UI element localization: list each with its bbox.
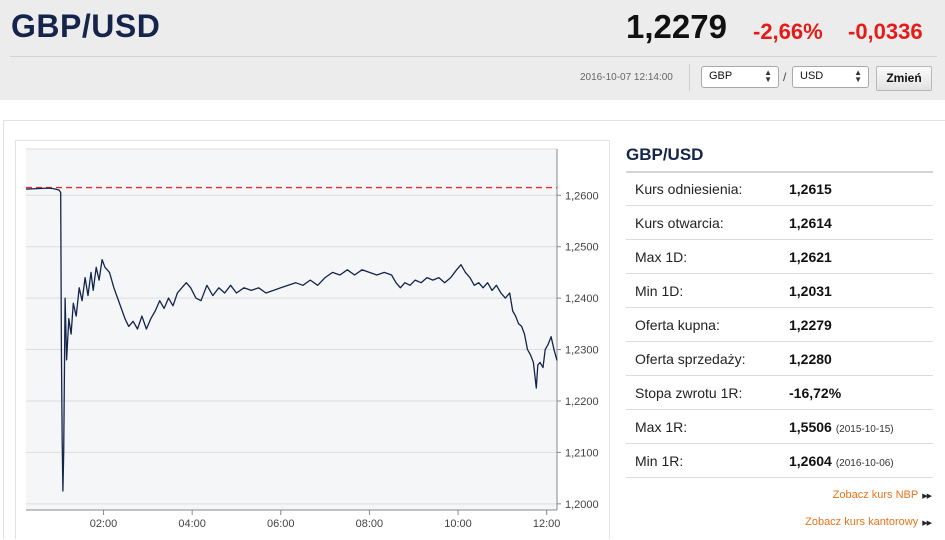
stats-value: 1,2280 xyxy=(789,351,832,367)
stats-title-rule xyxy=(626,171,933,173)
stats-row: Oferta sprzedaży: 1,2280 xyxy=(626,342,933,376)
stats-label: Oferta sprzedaży: xyxy=(635,351,746,367)
chart-container: 1,2600 1,2500 1,2400 1,2300 1,2200 1,2100 1,20… xyxy=(15,140,610,539)
from-currency-value: GBP xyxy=(709,70,733,82)
x-tick-label: 04:00 xyxy=(178,518,206,530)
change-percent: -2,66% xyxy=(753,19,823,44)
y-tick-label: 1,2300 xyxy=(565,345,599,357)
select-arrows-icon: ▲ ▼ xyxy=(854,68,862,84)
y-tick-label: 1,2500 xyxy=(565,242,599,254)
y-tick-label: 1,2200 xyxy=(565,396,599,408)
stats-value: 1,2604 (2016-10-06) xyxy=(789,453,894,469)
to-currency-select[interactable]: USD ▲ ▼ xyxy=(792,66,869,88)
double-arrow-icon: ▶▶ xyxy=(922,493,932,500)
toolbar-separator xyxy=(689,64,690,91)
stats-value-number: 1,2621 xyxy=(789,249,832,265)
stats-label: Stopa zwrotu 1R: xyxy=(635,385,743,401)
y-tick-label: 1,2600 xyxy=(565,190,599,202)
content-panel xyxy=(3,120,945,539)
kantor-rate-link[interactable]: Zobacz kurs kantorowy ▶▶ xyxy=(805,516,932,528)
x-tick-label: 12:00 xyxy=(533,518,561,530)
last-price: 1,2279 xyxy=(626,8,727,45)
stats-value: 1,2615 xyxy=(789,181,832,197)
stats-row: Max 1R: 1,5506 (2015-10-15) xyxy=(626,410,933,444)
stats-value-number: 1,2604 xyxy=(789,453,832,469)
stats-row: Oferta kupna: 1,2279 xyxy=(626,308,933,342)
stats-label: Min 1R: xyxy=(635,453,684,469)
stats-value: 1,2621 xyxy=(789,249,832,265)
stats-value: 1,5506 (2015-10-15) xyxy=(789,419,894,435)
change-absolute: -0,0336 xyxy=(848,19,923,44)
from-currency-select[interactable]: GBP ▲ ▼ xyxy=(701,66,779,88)
stats-label: Min 1D: xyxy=(635,283,684,299)
stats-value: 1,2614 xyxy=(789,215,832,231)
stats-label: Max 1R: xyxy=(635,419,688,435)
x-tick-label: 02:00 xyxy=(90,518,118,530)
stats-value-number: 1,2280 xyxy=(789,351,832,367)
stats-value-number: 1,2614 xyxy=(789,215,832,231)
x-tick-label: 06:00 xyxy=(267,518,295,530)
stats-label: Kurs odniesienia: xyxy=(635,181,743,197)
kantor-rate-link-label: Zobacz kurs kantorowy xyxy=(805,516,919,528)
stats-row: Max 1D: 1,2621 xyxy=(626,240,933,274)
double-arrow-icon: ▶▶ xyxy=(922,520,932,527)
y-tick-label: 1,2100 xyxy=(565,447,599,459)
y-tick-label: 1,2000 xyxy=(565,499,599,511)
header-divider xyxy=(10,56,937,57)
stats-row: Min 1D: 1,2031 xyxy=(626,274,933,308)
stats-title: GBP/USD xyxy=(626,145,704,164)
y-tick-label: 1,2400 xyxy=(565,293,599,305)
stats-table: Kurs odniesienia: 1,2615 Kurs otwarcia: 1,2… xyxy=(626,172,933,478)
change-pair-button[interactable]: Zmień xyxy=(876,66,932,91)
stats-value-number: -16,72% xyxy=(789,385,842,401)
quote-header: GBP/USD 1,2279 -2,66% -0,0336 2016-10-07… xyxy=(0,0,945,100)
stats-value-number: 1,2031 xyxy=(789,283,832,299)
stats-row: Stopa zwrotu 1R: -16,72% xyxy=(626,376,933,410)
currency-separator: / xyxy=(783,70,787,84)
stats-label: Kurs otwarcia: xyxy=(635,215,724,231)
stats-value: 1,2279 xyxy=(789,317,832,333)
stats-row: Kurs odniesienia: 1,2615 xyxy=(626,172,933,206)
pair-title: GBP/USD xyxy=(11,8,161,44)
plot-area xyxy=(26,149,557,510)
x-tick-label: 10:00 xyxy=(444,518,472,530)
stats-value: -16,72% xyxy=(789,385,841,401)
stats-row: Kurs otwarcia: 1,2614 xyxy=(626,206,933,240)
select-arrows-icon: ▲ ▼ xyxy=(764,68,772,84)
price-line xyxy=(25,187,558,492)
stats-label: Oferta kupna: xyxy=(635,317,720,333)
stats-value-date: (2016-10-06) xyxy=(835,458,894,469)
nbp-rate-link[interactable]: Zobacz kurs NBP ▶▶ xyxy=(832,489,932,501)
stats-label: Max 1D: xyxy=(635,249,688,265)
stats-row: Min 1R: 1,2604 (2016-10-06) xyxy=(626,444,933,478)
x-tick-label: 08:00 xyxy=(356,518,384,530)
stats-value: 1,2031 xyxy=(789,283,832,299)
stats-value-number: 1,2279 xyxy=(789,317,832,333)
stats-value-number: 1,2615 xyxy=(789,181,832,197)
quote-timestamp: 2016-10-07 12:14:00 xyxy=(580,72,673,83)
to-currency-value: USD xyxy=(800,70,824,82)
nbp-rate-link-label: Zobacz kurs NBP xyxy=(832,489,919,501)
intraday-chart: 1,2600 1,2500 1,2400 1,2300 1,2200 1,2100 1,20… xyxy=(25,148,599,530)
stats-value-number: 1,5506 xyxy=(789,419,832,435)
stats-value-date: (2015-10-15) xyxy=(835,424,894,435)
